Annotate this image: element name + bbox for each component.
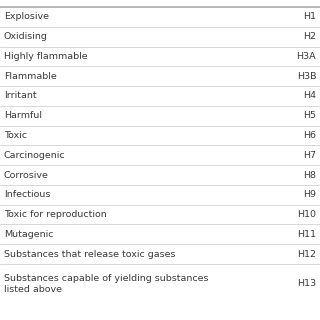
Text: Corrosive: Corrosive — [4, 171, 49, 180]
Text: H7: H7 — [303, 151, 316, 160]
Text: H5: H5 — [303, 111, 316, 120]
Text: H2: H2 — [303, 32, 316, 41]
Text: H4: H4 — [303, 92, 316, 100]
Text: H10: H10 — [297, 210, 316, 219]
Text: Toxic: Toxic — [4, 131, 27, 140]
Text: Irritant: Irritant — [4, 92, 36, 100]
Text: Carcinogenic: Carcinogenic — [4, 151, 66, 160]
Text: H6: H6 — [303, 131, 316, 140]
Text: Highly flammable: Highly flammable — [4, 52, 87, 61]
Text: Substances that release toxic gases: Substances that release toxic gases — [4, 250, 175, 259]
Text: Flammable: Flammable — [4, 72, 57, 81]
Text: Harmful: Harmful — [4, 111, 42, 120]
Text: H8: H8 — [303, 171, 316, 180]
Text: H11: H11 — [297, 230, 316, 239]
Text: Toxic for reproduction: Toxic for reproduction — [4, 210, 107, 219]
Text: H3A: H3A — [297, 52, 316, 61]
Text: H9: H9 — [303, 190, 316, 199]
Text: Oxidising: Oxidising — [4, 32, 48, 41]
Text: H3B: H3B — [297, 72, 316, 81]
Text: H1: H1 — [303, 12, 316, 21]
Text: H12: H12 — [297, 250, 316, 259]
Text: Substances capable of yielding substances
listed above: Substances capable of yielding substance… — [4, 274, 208, 294]
Text: Infectious: Infectious — [4, 190, 50, 199]
Text: Mutagenic: Mutagenic — [4, 230, 53, 239]
Text: H13: H13 — [297, 279, 316, 288]
Text: Explosive: Explosive — [4, 12, 49, 21]
